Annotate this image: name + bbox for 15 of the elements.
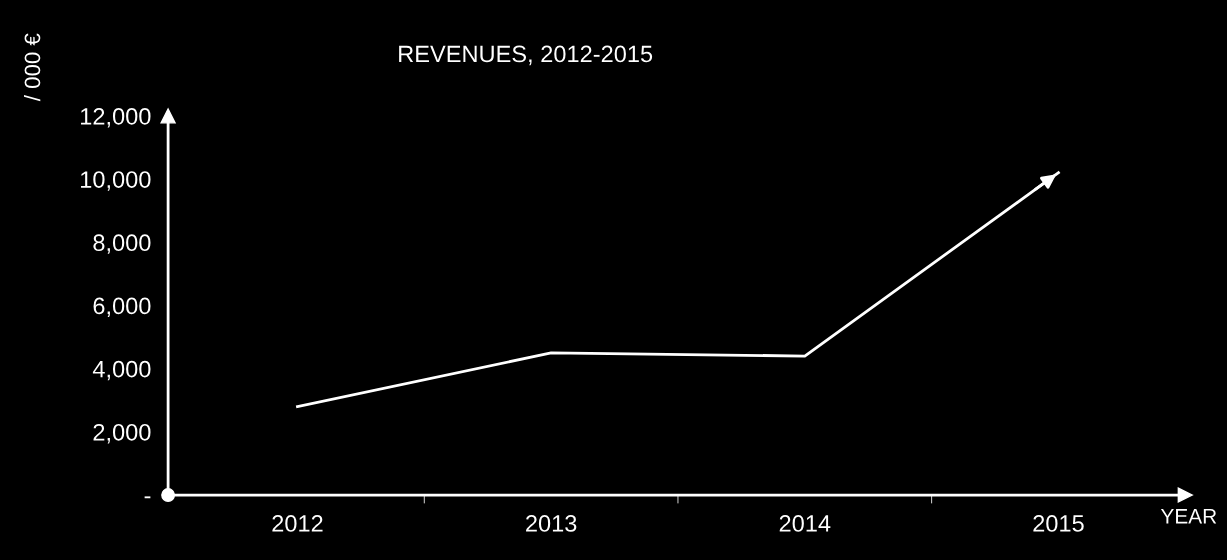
y-tick-label: 12,000 bbox=[81, 107, 151, 128]
y-tick-label: 4,000 bbox=[92, 360, 151, 381]
y-tick-label: 6,000 bbox=[93, 297, 151, 318]
x-tick-label: 2013 bbox=[526, 515, 577, 532]
y-tick-label: - bbox=[144, 496, 151, 499]
y-axis-title: / 000 € bbox=[24, 33, 41, 102]
y-tick-label: 10,000 bbox=[81, 171, 151, 191]
y-tick-label: 8,000 bbox=[93, 234, 151, 254]
x-tick-label: 2014 bbox=[779, 515, 831, 532]
line-series bbox=[296, 171, 1060, 408]
y-tick-label: 2,000 bbox=[93, 423, 151, 444]
chart-title: REVENUES, 2012-2015 bbox=[399, 45, 653, 66]
x-tick-label: 2012 bbox=[272, 515, 323, 532]
x-axis-title: YEAR bbox=[1160, 509, 1217, 524]
x-tick-label: 2015 bbox=[1033, 515, 1084, 532]
